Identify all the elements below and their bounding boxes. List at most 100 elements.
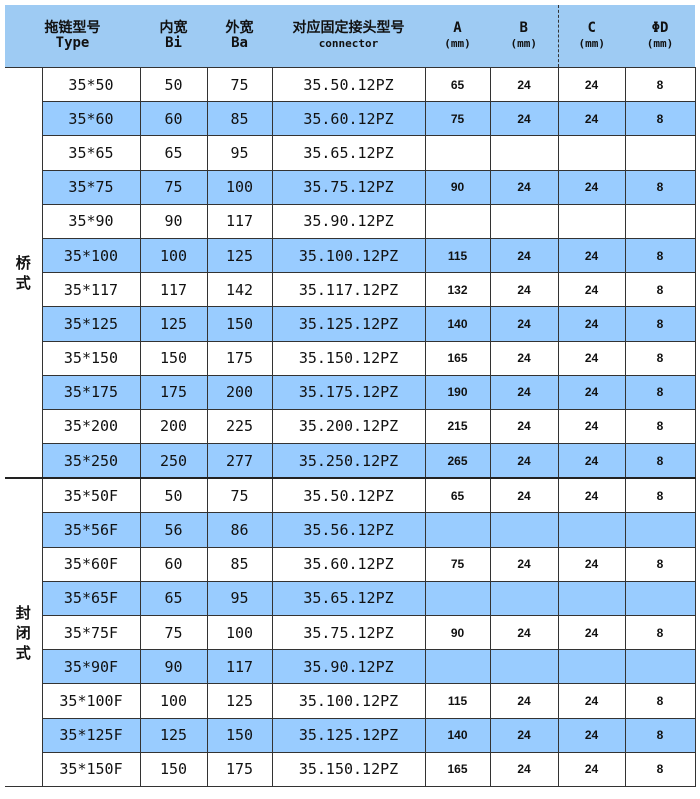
cell-connector: 35.175.12PZ — [271, 374, 426, 410]
cell-b: 24 — [489, 101, 559, 137]
cell-connector: 35.200.12PZ — [271, 408, 426, 445]
cell-b: 24 — [489, 683, 559, 719]
cell-connector: 35.150.12PZ — [271, 751, 426, 787]
cell-ba: 225 — [206, 408, 273, 445]
cell-a: 75 — [424, 101, 491, 137]
table-row: 35*60 60 85 35.60.12PZ 75 24 24 8 — [5, 101, 696, 137]
cell-c: 24 — [557, 546, 626, 582]
cell-type: 35*125 — [41, 306, 141, 342]
table-row: 35*75F 75 100 35.75.12PZ 90 24 24 8 — [5, 614, 696, 651]
cell-bi: 125 — [139, 306, 208, 342]
cell-a: 215 — [424, 408, 491, 445]
cell-connector: 35.90.12PZ — [271, 203, 426, 239]
cell-d: 8 — [624, 374, 696, 410]
cell-bi: 65 — [139, 580, 208, 617]
table-row: 35*60F 60 85 35.60.12PZ 75 24 24 8 — [5, 546, 696, 582]
header-type: 拖链型号 Type — [5, 5, 140, 68]
group-label: 封闭式 — [5, 477, 43, 787]
cell-bi: 50 — [139, 477, 208, 514]
cell-a: 165 — [424, 751, 491, 787]
cell-b: 24 — [489, 66, 559, 103]
cell-c — [557, 580, 626, 617]
cell-ba: 277 — [206, 443, 273, 479]
cell-c: 24 — [557, 717, 626, 753]
cell-c: 24 — [557, 306, 626, 342]
cell-b: 24 — [489, 237, 559, 274]
cell-b: 24 — [489, 169, 559, 205]
cell-a: 65 — [424, 66, 491, 103]
cell-type: 35*50 — [41, 66, 141, 103]
cell-bi: 100 — [139, 683, 208, 719]
cell-b — [489, 649, 559, 685]
cell-a: 115 — [424, 237, 491, 274]
cell-d: 8 — [624, 101, 696, 137]
cell-connector: 35.56.12PZ — [271, 512, 426, 548]
cell-d: 8 — [624, 340, 696, 376]
cell-ba: 85 — [206, 546, 273, 582]
cell-a — [424, 135, 491, 171]
cell-ba: 117 — [206, 203, 273, 239]
cell-c: 24 — [557, 477, 626, 514]
cell-type: 35*65 — [41, 135, 141, 171]
cell-a: 75 — [424, 546, 491, 582]
cell-bi: 117 — [139, 272, 208, 308]
cell-b: 24 — [489, 443, 559, 479]
cell-a: 132 — [424, 272, 491, 308]
cell-connector: 35.65.12PZ — [271, 580, 426, 617]
cell-d: 8 — [624, 683, 696, 719]
cell-connector: 35.90.12PZ — [271, 649, 426, 685]
cell-ba: 175 — [206, 751, 273, 787]
cell-connector: 35.125.12PZ — [271, 717, 426, 753]
cell-type: 35*150F — [41, 751, 141, 787]
cell-d: 8 — [624, 477, 696, 514]
cell-d: 8 — [624, 169, 696, 205]
cell-a: 90 — [424, 169, 491, 205]
table-row: 35*175 175 200 35.175.12PZ 190 24 24 8 — [5, 374, 696, 410]
cell-c — [557, 649, 626, 685]
table-row: 35*117 117 142 35.117.12PZ 132 24 24 8 — [5, 272, 696, 308]
table-row: 35*125 125 150 35.125.12PZ 140 24 24 8 — [5, 306, 696, 342]
cell-d: 8 — [624, 66, 696, 103]
cell-c — [557, 203, 626, 239]
cell-a: 165 — [424, 340, 491, 376]
table-row: 35*90F 90 117 35.90.12PZ — [5, 649, 696, 685]
cell-c: 24 — [557, 443, 626, 479]
cell-connector: 35.60.12PZ — [271, 101, 426, 137]
cell-b — [489, 512, 559, 548]
cell-b: 24 — [489, 408, 559, 445]
cell-connector: 35.75.12PZ — [271, 169, 426, 205]
cell-c: 24 — [557, 66, 626, 103]
cell-bi: 75 — [139, 169, 208, 205]
cell-connector: 35.50.12PZ — [271, 477, 426, 514]
cell-ba: 100 — [206, 614, 273, 651]
cell-type: 35*100 — [41, 237, 141, 274]
cell-b: 24 — [489, 751, 559, 787]
drag-chain-spec-table: 拖链型号 Type 内宽 Bi 外宽 Ba 对应固定接头型号 connector A (m… — [5, 5, 696, 787]
cell-b: 24 — [489, 306, 559, 342]
cell-c: 24 — [557, 408, 626, 445]
cell-b: 24 — [489, 717, 559, 753]
cell-bi: 65 — [139, 135, 208, 171]
cell-a — [424, 580, 491, 617]
cell-d — [624, 580, 696, 617]
table-row: 35*100 100 125 35.100.12PZ 115 24 24 8 — [5, 237, 696, 274]
cell-type: 35*200 — [41, 408, 141, 445]
cell-connector: 35.150.12PZ — [271, 340, 426, 376]
cell-type: 35*90F — [41, 649, 141, 685]
cell-c: 24 — [557, 237, 626, 274]
cell-bi: 150 — [139, 751, 208, 787]
cell-a: 140 — [424, 306, 491, 342]
group-label-text: 封闭式 — [15, 603, 31, 662]
group-label: 桥式 — [5, 67, 43, 479]
table-row: 35*150 150 175 35.150.12PZ 165 24 24 8 — [5, 340, 696, 376]
cell-ba: 125 — [206, 683, 273, 719]
cell-d — [624, 512, 696, 548]
header-b: B (mm) — [490, 5, 559, 68]
cell-type: 35*56F — [41, 512, 141, 548]
cell-ba: 100 — [206, 169, 273, 205]
cell-a: 265 — [424, 443, 491, 479]
cell-ba: 75 — [206, 66, 273, 103]
cell-connector: 35.117.12PZ — [271, 272, 426, 308]
table-row: 35*56F 56 86 35.56.12PZ — [5, 512, 696, 548]
cell-connector: 35.250.12PZ — [271, 443, 426, 479]
